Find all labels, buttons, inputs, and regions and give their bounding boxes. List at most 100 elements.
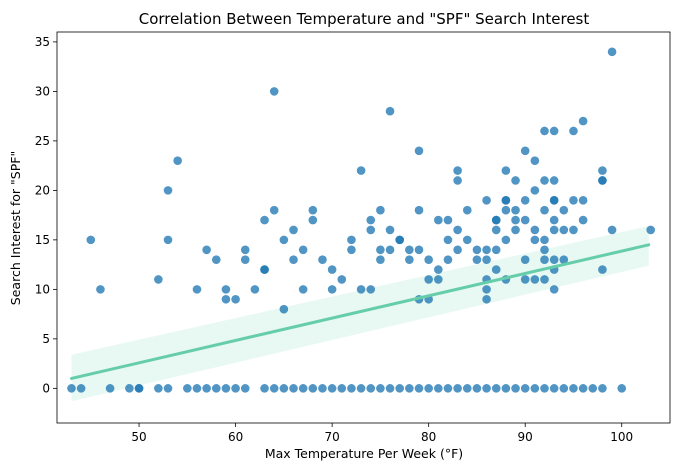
data-point [67,384,76,393]
data-point [559,255,569,264]
data-point [405,245,414,255]
data-point [598,176,607,185]
data-point [385,225,395,235]
data-point [549,384,559,393]
x-tick-label: 70 [324,430,339,444]
data-point [472,384,482,393]
data-point [260,265,269,274]
data-point [434,275,443,284]
data-point [327,384,337,393]
data-point [269,384,279,393]
data-point [540,245,549,255]
data-point [337,275,347,284]
data-point [385,384,395,393]
data-point [318,255,327,264]
data-point [520,195,530,205]
data-point [443,215,453,225]
data-point [453,166,462,175]
data-point [231,294,240,304]
data-point [472,255,482,264]
data-point [221,285,231,294]
data-point [511,205,520,215]
data-point [434,265,443,274]
data-point [347,384,356,393]
data-point [414,245,424,255]
data-point [549,225,559,235]
data-point [453,245,462,255]
x-tick-label: 80 [421,430,436,444]
x-axis-label: Max Temperature Per Week (°F) [265,446,463,461]
data-point [540,275,549,284]
data-point [376,255,385,264]
data-point [491,265,501,274]
data-point [202,384,211,393]
data-point [598,265,607,274]
data-point [424,255,433,264]
data-point [183,384,192,393]
data-point [501,205,511,215]
data-point [289,255,298,264]
data-point [211,255,221,264]
data-point [646,225,655,235]
data-point [163,235,173,245]
data-point [520,384,530,393]
data-point [578,195,588,205]
data-point [347,245,356,255]
data-point [511,225,520,235]
data-point [134,384,144,393]
data-point [434,384,443,393]
x-tick-label: 60 [228,430,243,444]
data-point [549,215,559,225]
y-axis-ticks: 0 5 10 15 20 25 30 35 [35,35,57,395]
data-point [491,225,501,235]
data-point [520,146,530,156]
data-point [569,126,578,136]
data-point [549,255,559,264]
data-point [453,176,462,185]
data-point [154,275,163,284]
data-point [607,47,617,57]
data-point [540,235,549,245]
data-point [289,384,298,393]
data-point [385,106,395,116]
data-point [501,195,511,205]
data-point [405,255,414,264]
data-point [530,275,540,284]
data-point [376,245,385,255]
data-point [298,384,308,393]
x-tick-label: 50 [131,430,146,444]
data-point [588,384,598,393]
data-point [491,384,501,393]
data-point [395,384,405,393]
data-point [366,384,376,393]
data-point [443,255,453,264]
data-point [559,205,569,215]
regression-line [69,243,651,380]
data-point [472,245,482,255]
data-point [491,215,501,225]
confidence-band-layer [71,226,649,402]
y-tick-label: 20 [35,183,50,197]
data-point [260,384,269,393]
plot-frame [56,31,671,424]
data-point [540,176,549,185]
data-point [202,245,211,255]
data-point [337,384,347,393]
x-axis-ticks: 50 60 70 80 90 100 [131,423,633,444]
data-point [76,384,86,393]
data-point [347,235,356,245]
data-point [530,235,540,245]
data-point [482,195,491,205]
data-point [482,384,491,393]
data-point [269,87,279,96]
y-tick-label: 30 [35,84,50,98]
data-point [530,384,540,393]
data-point [462,205,472,215]
data-point [549,285,559,294]
data-point [462,235,472,245]
data-point [356,384,366,393]
y-tick-label: 35 [35,35,50,49]
data-point [173,156,182,165]
data-point [453,225,462,235]
